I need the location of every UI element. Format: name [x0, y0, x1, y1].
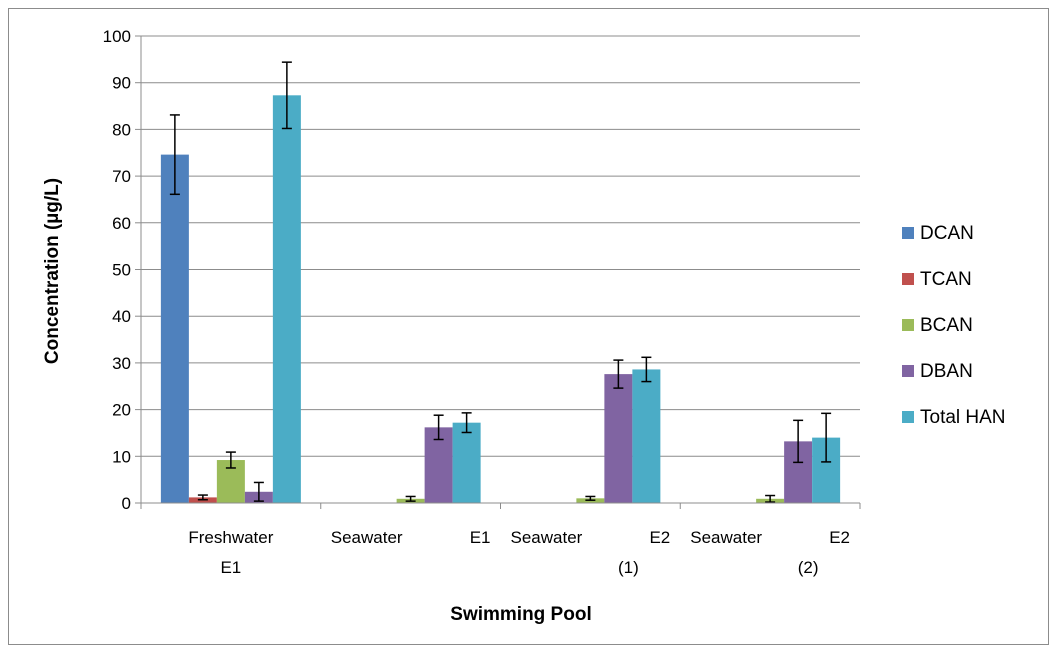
svg-text:(2): (2): [798, 558, 819, 577]
y-tick-label: 10: [112, 447, 131, 466]
x-tick-label: Seawater E1: [331, 528, 491, 547]
y-tick-label: 80: [112, 120, 131, 139]
y-tick-label: 60: [112, 214, 131, 233]
y-tick-label: 0: [122, 494, 131, 513]
error-bar: [765, 494, 776, 503]
error-bar: [613, 359, 624, 389]
y-tick-label: 90: [112, 74, 131, 93]
error-bar: [641, 356, 652, 383]
x-tick-label: Freshwater E1: [188, 528, 273, 577]
y-tick-label: 20: [112, 401, 131, 420]
svg-text:Seawater: Seawater: [511, 528, 583, 547]
legend-item: TCAN: [902, 269, 972, 290]
error-bar: [169, 114, 180, 196]
chart-frame: 0 10 20 30 40 50 60 70 80 90 100 Freshwater E1 Seawa…: [8, 8, 1049, 645]
y-axis-title: Concentration (µg/L): [42, 178, 63, 364]
svg-text:E1: E1: [220, 558, 241, 577]
y-tick-label: 30: [112, 354, 131, 373]
gridlines: [141, 35, 860, 457]
y-tick-label: 70: [112, 167, 131, 186]
x-tick-label: Seawater E2 (2): [690, 528, 850, 577]
error-bar: [821, 412, 832, 463]
svg-text:DCAN: DCAN: [920, 223, 974, 244]
y-tick-labels: 0 10 20 30 40 50 60 70 80 90 100: [103, 27, 131, 513]
error-bar: [253, 481, 264, 502]
bars: [160, 95, 841, 504]
error-bar: [433, 414, 444, 441]
error-bar: [281, 61, 292, 130]
svg-text:Seawater: Seawater: [331, 528, 403, 547]
x-tick-label: Seawater E2 (1): [511, 528, 671, 577]
svg-text:Freshwater: Freshwater: [188, 528, 273, 547]
bar-total-han: [272, 95, 301, 504]
x-axis-title: Swimming Pool: [450, 604, 591, 625]
y-tick-label: 50: [112, 261, 131, 280]
legend: DCAN TCAN BCAN DBAN Total HAN: [902, 223, 1006, 428]
error-bar: [197, 494, 208, 501]
error-bar: [793, 419, 804, 464]
y-tick-label: 40: [112, 307, 131, 326]
bar-dcan: [160, 154, 189, 504]
svg-text:Total HAN: Total HAN: [920, 407, 1006, 428]
svg-text:TCAN: TCAN: [920, 269, 972, 290]
svg-text:DBAN: DBAN: [920, 361, 973, 382]
bar-total-han: [452, 422, 481, 503]
svg-text:Seawater: Seawater: [690, 528, 762, 547]
axes: [135, 35, 861, 509]
error-bars: [169, 61, 832, 503]
error-bar: [585, 495, 596, 501]
svg-text:BCAN: BCAN: [920, 315, 973, 336]
svg-text:E2: E2: [829, 528, 850, 547]
svg-text:E1: E1: [470, 528, 491, 547]
bar-total-han: [632, 369, 661, 503]
legend-item: BCAN: [902, 315, 973, 336]
bar-dban: [604, 374, 633, 503]
legend-item: Total HAN: [902, 407, 1006, 428]
legend-item: DCAN: [902, 223, 974, 244]
error-bar: [461, 412, 472, 434]
y-tick-label: 100: [103, 27, 131, 46]
error-bar: [405, 495, 416, 502]
legend-item: DBAN: [902, 361, 973, 382]
error-bar: [225, 451, 236, 469]
svg-text:E2: E2: [649, 528, 670, 547]
svg-text:(1): (1): [618, 558, 639, 577]
